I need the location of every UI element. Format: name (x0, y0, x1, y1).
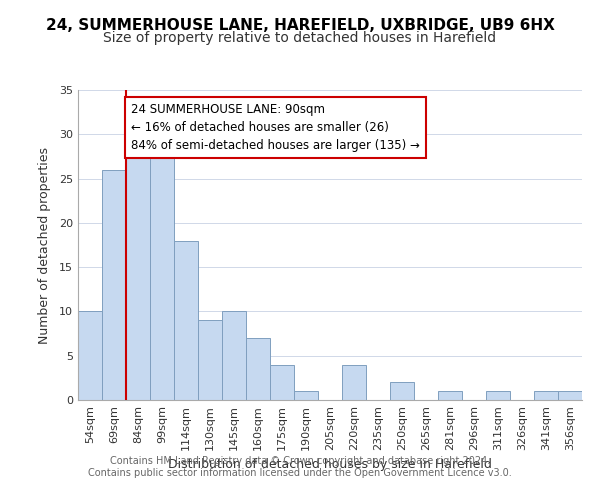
Bar (342, 364, 366, 400)
Text: 24, SUMMERHOUSE LANE, HAREFIELD, UXBRIDGE, UB9 6HX: 24, SUMMERHOUSE LANE, HAREFIELD, UXBRIDG… (46, 18, 554, 32)
X-axis label: Distribution of detached houses by size in Harefield: Distribution of detached houses by size … (168, 458, 492, 471)
Bar (270, 364, 294, 400)
Bar (78, 312, 102, 400)
Bar (198, 320, 222, 400)
Bar (390, 382, 414, 400)
Bar (126, 143, 150, 400)
Y-axis label: Number of detached properties: Number of detached properties (38, 146, 50, 344)
Bar (150, 143, 174, 400)
Bar (246, 338, 270, 400)
Bar (438, 391, 462, 400)
Bar (174, 240, 198, 400)
Bar (558, 391, 582, 400)
Bar (222, 312, 246, 400)
Bar (486, 391, 510, 400)
Text: 24 SUMMERHOUSE LANE: 90sqm
← 16% of detached houses are smaller (26)
84% of semi: 24 SUMMERHOUSE LANE: 90sqm ← 16% of deta… (131, 104, 419, 152)
Text: Contains HM Land Registry data © Crown copyright and database right 2024.: Contains HM Land Registry data © Crown c… (110, 456, 490, 466)
Text: Contains public sector information licensed under the Open Government Licence v3: Contains public sector information licen… (88, 468, 512, 478)
Bar (102, 170, 126, 400)
Bar (534, 391, 558, 400)
Bar (294, 391, 318, 400)
Text: Size of property relative to detached houses in Harefield: Size of property relative to detached ho… (103, 31, 497, 45)
